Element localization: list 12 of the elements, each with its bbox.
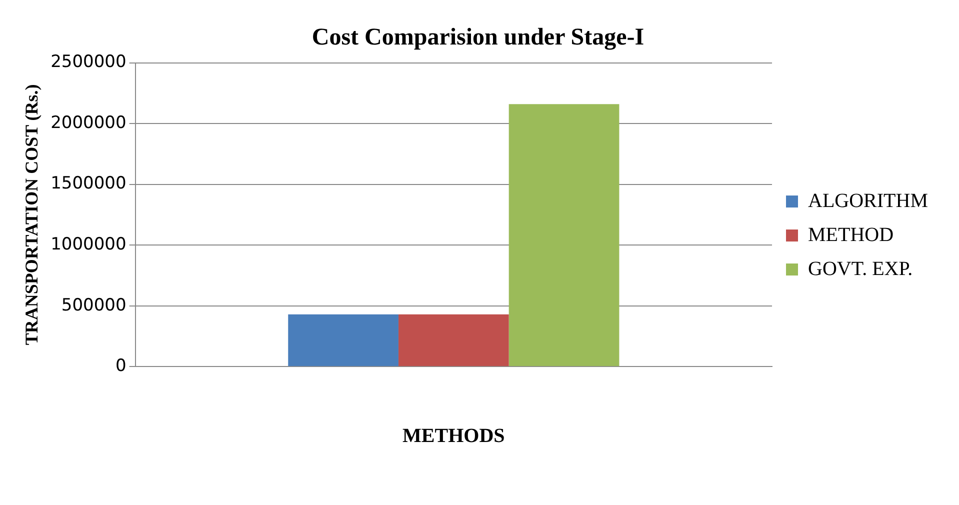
chart-title: Cost Comparision under Stage-I [312, 24, 644, 51]
y-tick-label: 1500000 [50, 174, 126, 194]
legend-label: METHOD [808, 224, 894, 246]
y-tick-label: 1000000 [50, 234, 126, 254]
legend-label: ALGORITHM [808, 190, 928, 212]
legend-label: GOVT. EXP. [808, 258, 913, 280]
y-tick-label: 2000000 [50, 112, 126, 133]
y-tick-label: 2500000 [50, 52, 126, 72]
y-axis-title: TRANSPORTATION COST (Rs.) [21, 84, 42, 346]
y-tick-label: 500000 [61, 295, 126, 316]
y-tick-label: 0 [115, 356, 126, 376]
x-axis-title: METHODS [402, 425, 505, 448]
